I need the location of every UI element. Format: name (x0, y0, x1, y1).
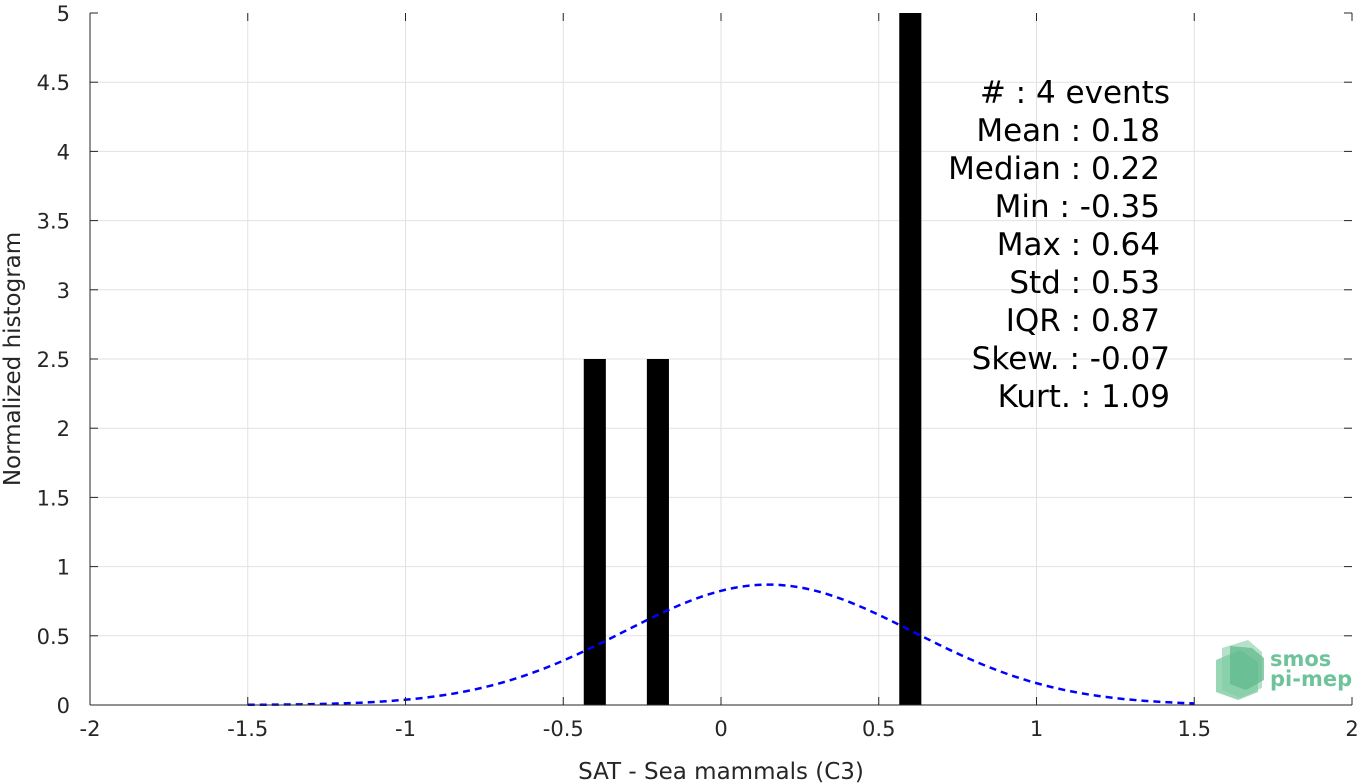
y-tick-label: 4 (57, 140, 70, 164)
y-axis-label: Normalized histogram (0, 232, 26, 486)
x-tick-labels: -2 -1.5 -1 -0.5 0 0.5 1 1.5 2 (80, 717, 1359, 741)
x-tick-label: -1.5 (227, 717, 268, 741)
x-tick-label: 1 (1030, 717, 1043, 741)
stat-median: Median : 0.22 (948, 151, 1160, 187)
y-tick-label: 2 (57, 417, 70, 441)
x-tick-label: 2 (1345, 717, 1358, 741)
x-axis-label: SAT - Sea mammals (C3) (578, 759, 864, 784)
histogram-bar (646, 359, 669, 705)
x-tick-label: 0.5 (862, 717, 895, 741)
y-tick-label: 1 (57, 556, 70, 580)
histogram-bar (583, 359, 606, 705)
stat-max: Max : 0.64 (997, 227, 1160, 263)
grid (90, 13, 1352, 705)
stat-count: # : 4 events (980, 75, 1170, 111)
axes (89, 12, 1353, 706)
x-tick-label: -1 (395, 717, 416, 741)
logo-mark-icon (1216, 640, 1264, 700)
x-tick-label: -0.5 (543, 717, 584, 741)
y-tick-label: 1.5 (37, 486, 70, 510)
logo-text-pimep: pi-mep (1270, 667, 1352, 691)
x-tick-label: 1.5 (1178, 717, 1211, 741)
y-tick-label: 5 (57, 2, 70, 26)
stat-min: Min : -0.35 (995, 189, 1160, 225)
stat-skew: Skew. : -0.07 (972, 341, 1170, 377)
x-tick-label: 0 (714, 717, 727, 741)
y-tick-label: 2.5 (37, 348, 70, 372)
x-tick-label: -2 (80, 717, 101, 741)
y-tick-labels: 0 0.5 1 1.5 2 2.5 3 3.5 4 4.5 5 (37, 2, 70, 718)
y-tick-label: 4.5 (37, 71, 70, 95)
stat-iqr: IQR : 0.87 (1006, 303, 1160, 339)
y-tick-label: 3.5 (37, 210, 70, 234)
stat-std: Std : 0.53 (1009, 265, 1160, 301)
y-tick-label: 0 (57, 694, 70, 718)
y-tick-label: 3 (57, 279, 70, 303)
smos-pimep-logo: smos pi-mep (1216, 640, 1352, 700)
histogram-bar (899, 13, 922, 705)
stat-kurt: Kurt. : 1.09 (998, 379, 1170, 415)
histogram-bars (583, 13, 922, 705)
stat-mean: Mean : 0.18 (976, 113, 1160, 149)
stats-box: # : 4 events Mean : 0.18 Median : 0.22 M… (948, 75, 1170, 415)
y-tick-label: 0.5 (37, 625, 70, 649)
logo-text-smos: smos (1270, 647, 1331, 671)
